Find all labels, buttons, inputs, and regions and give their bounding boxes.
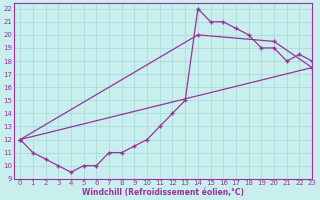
X-axis label: Windchill (Refroidissement éolien,°C): Windchill (Refroidissement éolien,°C) — [82, 188, 244, 197]
